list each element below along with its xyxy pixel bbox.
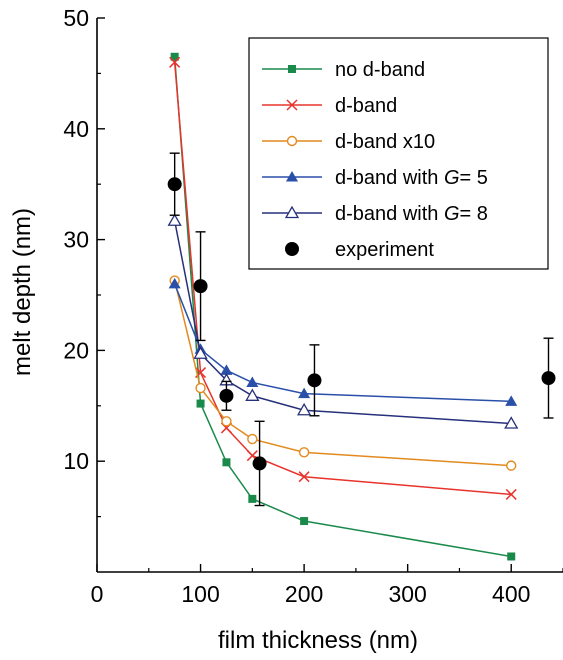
- data-point: [298, 471, 310, 483]
- plot-area: 0 100 200 300 400 10 20 30 40 50 no d-band d-band d-…: [63, 5, 563, 607]
- data-point: [288, 65, 296, 73]
- cross-stroke: [298, 471, 310, 483]
- legend-label: experiment: [335, 239, 434, 261]
- series-line: [173, 283, 512, 403]
- series-3: [168, 277, 518, 406]
- data-point: [541, 371, 556, 386]
- data-point: [169, 56, 181, 68]
- x-tick-label: 100: [181, 581, 219, 607]
- cross-stroke: [246, 450, 258, 462]
- series-line: [173, 62, 512, 496]
- data-point: [307, 373, 322, 388]
- data-point: [252, 456, 267, 471]
- legend-label: d-band: [335, 95, 397, 117]
- data-point: [247, 433, 258, 445]
- legend-label-suffix: = 5: [460, 167, 488, 189]
- legend-item: experiment: [285, 239, 434, 261]
- data-point: [246, 376, 259, 388]
- data-point: [505, 395, 518, 406]
- cross-stroke: [286, 99, 298, 111]
- data-point: [195, 382, 206, 394]
- data-point: [286, 99, 298, 111]
- legend-label-text: no d-band: [335, 59, 425, 81]
- data-point: [286, 171, 298, 182]
- data-point: [285, 242, 299, 256]
- x-tick-label: 300: [388, 581, 426, 607]
- data-point: [168, 277, 181, 289]
- y-tick-label: 10: [63, 448, 89, 474]
- data-point: [196, 399, 205, 408]
- data-point: [286, 135, 298, 147]
- legend-item: d-band with G= 8: [262, 203, 488, 225]
- legend-item: d-band x10: [262, 131, 435, 153]
- cross-stroke: [169, 56, 181, 68]
- data-point: [167, 177, 182, 192]
- legend-label-text: d-band x10: [335, 131, 435, 153]
- series-line: [173, 56, 512, 558]
- legend-box: [248, 37, 549, 270]
- data-point: [193, 279, 208, 294]
- legend-item: no d-band: [262, 59, 425, 81]
- data-point: [193, 346, 208, 359]
- data-point: [245, 388, 260, 401]
- data-point: [504, 416, 519, 429]
- legend-item: d-band: [262, 95, 397, 117]
- series-line: [173, 280, 512, 467]
- legend-label-text: experiment: [335, 239, 434, 261]
- x-tick-label: 0: [91, 581, 104, 607]
- legend-label: d-band with G= 5: [335, 167, 488, 189]
- x-axis-title: film thickness (nm): [218, 627, 418, 654]
- data-point: [284, 205, 300, 219]
- data-point: [505, 488, 517, 500]
- data-point: [222, 458, 231, 467]
- legend-label-suffix: = 8: [460, 203, 488, 225]
- legend-label-italic: G: [438, 167, 459, 189]
- legend-label-text: d-band with: [335, 167, 438, 189]
- legend-item: d-band with G= 5: [262, 167, 488, 189]
- series-line: [173, 220, 512, 425]
- data-point: [248, 494, 257, 503]
- series-1: [169, 56, 517, 500]
- data-point: [167, 213, 182, 226]
- data-point: [298, 447, 310, 458]
- data-point: [300, 517, 309, 526]
- data-point: [221, 416, 232, 427]
- y-axis-title: melt depth (nm): [9, 208, 36, 376]
- legend: no d-band d-band d-band x10 d-band with G= …: [248, 37, 549, 270]
- data-point: [170, 52, 179, 61]
- data-point: [507, 552, 516, 561]
- x-tick-label: 400: [492, 581, 530, 607]
- data-point: [506, 460, 517, 471]
- legend-label-text: d-band with: [335, 203, 438, 225]
- y-tick-label: 40: [63, 116, 89, 142]
- series-5: [167, 152, 556, 507]
- series-0: [170, 52, 516, 561]
- y-tick-label: 20: [63, 337, 89, 363]
- y-tick-label: 30: [63, 227, 89, 253]
- data-point: [220, 364, 233, 375]
- data-point: [219, 388, 234, 403]
- legend-label-text: d-band: [335, 95, 397, 117]
- series-4: [167, 213, 519, 429]
- legend-label: d-band x10: [335, 131, 435, 153]
- legend-label: d-band with G= 8: [335, 203, 488, 225]
- legend-label: no d-band: [335, 59, 425, 81]
- data-point: [298, 387, 311, 399]
- x-tick-label: 200: [285, 581, 323, 607]
- cross-stroke: [505, 488, 517, 500]
- y-tick-label: 50: [63, 5, 89, 31]
- data-point: [296, 402, 312, 416]
- legend-label-italic: G: [438, 203, 459, 225]
